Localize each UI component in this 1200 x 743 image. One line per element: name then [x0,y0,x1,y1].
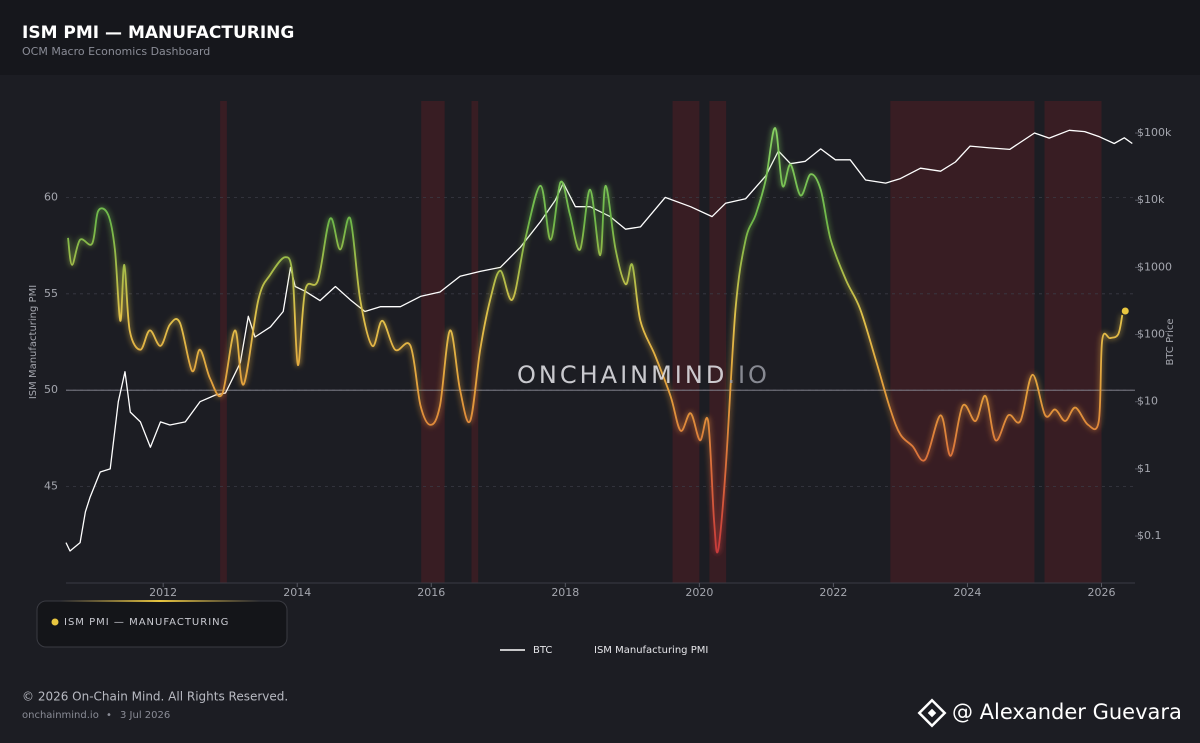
x-tick-label: 2014 [283,586,311,599]
y2-tick-label: $0.1 [1137,529,1162,542]
shaded-region [672,101,700,583]
last-point [1121,307,1129,315]
x-tick-label: 2012 [149,586,177,599]
footer-separator: • [106,710,112,721]
attribution: @ Alexander Guevara [917,698,1182,728]
shaded-region [890,101,1035,583]
y-tick-label: 60 [44,190,58,203]
series-card[interactable]: ISM PMI — MANUFACTURING [36,600,288,648]
shaded-region [709,101,727,583]
y-axis-label: ISM Manufacturing PMI [28,285,39,399]
x-tick-label: 2026 [1087,586,1115,599]
y2-tick-label: $1000 [1137,260,1172,273]
shaded-region [1044,101,1102,583]
title: ISM PMI — MANUFACTURING [22,23,294,43]
y-tick-label: 45 [44,480,58,493]
x-tick-label: 2024 [953,586,981,599]
watermark: ONCHAINMIND.IO [517,361,770,389]
shaded-region [471,101,479,583]
y2-tick-label: $10k [1137,193,1165,206]
card-highlight [60,600,260,602]
watermark-main: ONCHAINMIND [517,361,727,389]
plot: 45 50 55 60 $100k $10k $1000 $100 $10 $1 $0.1 2012 2… [28,101,1176,656]
legend-label: BTC [533,645,552,656]
y2-tick-label: $100 [1137,328,1165,341]
header-band [0,0,1200,75]
x-tick-label: 2022 [819,586,847,599]
footer-site[interactable]: onchainmind.io [22,710,99,721]
x-tick-label: 2018 [551,586,579,599]
copyright: © 2026 On-Chain Mind. All Rights Reserve… [22,690,288,704]
btc-line [65,129,1133,552]
x-tick-label: 2016 [417,586,445,599]
watermark-suffix: .IO [727,361,770,389]
subtitle: OCM Macro Economics Dashboard [22,45,210,58]
pmi-line [67,127,1124,554]
y2-tick-label: $10 [1137,395,1158,408]
footer-date: 3 Jul 2026 [120,710,170,721]
y-tick-label: 50 [44,383,58,396]
x-tick-label: 2020 [685,586,713,599]
card-dot [51,618,59,626]
y2-tick-label: $100k [1137,126,1172,139]
card-label[interactable]: ISM PMI — MANUFACTURING [64,617,229,628]
attribution-text: @ Alexander Guevara [952,700,1182,724]
shaded-region [421,101,445,583]
y-tick-label: 55 [44,287,58,300]
y2-axis-label: BTC Price [1165,319,1176,366]
legend-label: ISM Manufacturing PMI [594,645,708,656]
shaded-region [220,101,227,583]
y2-tick-label: $1 [1137,462,1151,475]
